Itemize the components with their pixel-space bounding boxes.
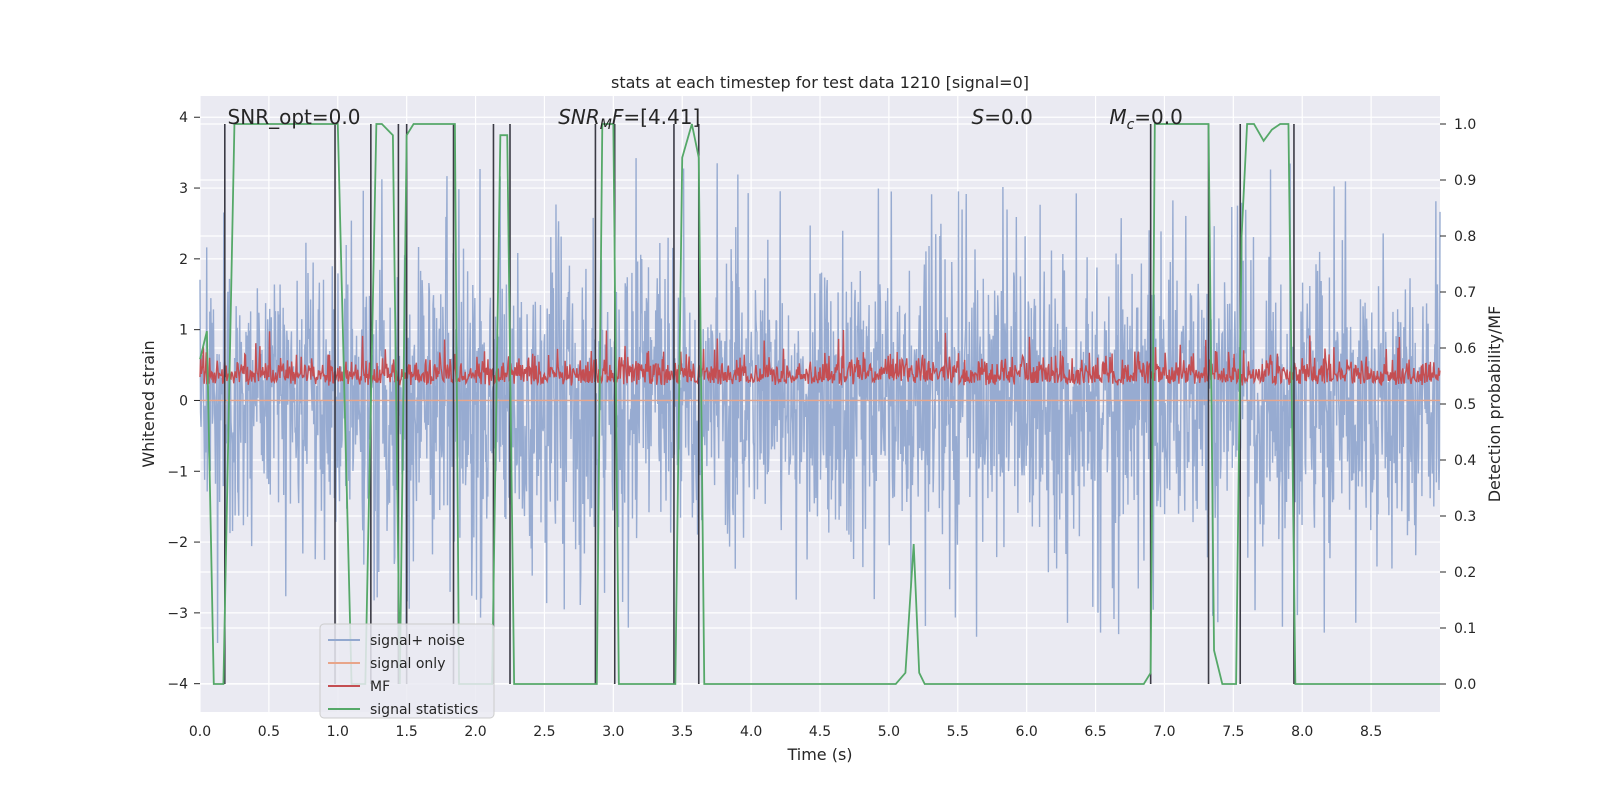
x-tick-label: 8.0 bbox=[1291, 724, 1313, 740]
x-tick-label: 7.5 bbox=[1222, 724, 1244, 740]
y-tick-label-left: 0 bbox=[179, 393, 188, 409]
legend-label: signal statistics bbox=[370, 702, 478, 718]
x-tick-label: 8.5 bbox=[1360, 724, 1382, 740]
y-tick-label-right: 0.2 bbox=[1454, 565, 1476, 581]
series-signal-statistics-line bbox=[199, 123, 1440, 685]
x-tick-label: 2.0 bbox=[464, 724, 486, 740]
legend-label: signal only bbox=[370, 656, 445, 672]
y-axis-label-left: Whitened strain bbox=[139, 340, 158, 467]
x-tick-label: 3.5 bbox=[671, 724, 693, 740]
y-tick-label-right: 0.5 bbox=[1454, 397, 1476, 413]
x-tick-label: 7.0 bbox=[1153, 724, 1175, 740]
annotation-s-value: S=0.0 bbox=[972, 105, 1033, 129]
x-tick-label: 6.5 bbox=[1084, 724, 1106, 740]
annotation-snr-mf: SNRMF=[4.41] bbox=[558, 105, 700, 133]
y-tick-label-left: 2 bbox=[179, 252, 188, 268]
x-tick-label: 0.5 bbox=[258, 724, 280, 740]
x-axis-label: Time (s) bbox=[786, 745, 852, 764]
y-tick-label-left: −2 bbox=[167, 535, 188, 551]
y-tick-label-left: 1 bbox=[179, 323, 188, 339]
legend-label: signal+ noise bbox=[370, 633, 465, 649]
x-tick-label: 1.5 bbox=[396, 724, 418, 740]
x-tick-label: 1.0 bbox=[327, 724, 349, 740]
legend-label: MF bbox=[370, 679, 390, 695]
series-signal-statistics bbox=[199, 123, 1440, 685]
y-tick-label-left: −1 bbox=[167, 464, 188, 480]
y-tick-label-right: 0.3 bbox=[1454, 509, 1476, 525]
y-tick-label-left: −3 bbox=[167, 606, 188, 622]
y-tick-label-right: 0.4 bbox=[1454, 453, 1476, 469]
annotations: SNR_opt=0.0 SNRMF=[4.41] S=0.0 Mc=0.0 bbox=[228, 105, 1183, 133]
legend-box bbox=[319, 623, 495, 719]
y-tick-label-right: 0.9 bbox=[1454, 173, 1476, 189]
x-tick-label: 4.5 bbox=[809, 724, 831, 740]
y-tick-label-right: 0.6 bbox=[1454, 341, 1476, 357]
y-tick-label-right: 1.0 bbox=[1454, 117, 1476, 133]
x-tick-label: 3.0 bbox=[602, 724, 624, 740]
y-axis-label-right: Detection probability/MF bbox=[1485, 306, 1504, 503]
x-tick-label: 6.0 bbox=[1016, 724, 1038, 740]
chart-title: stats at each timestep for test data 121… bbox=[611, 73, 1029, 92]
y-tick-label-right: 0.7 bbox=[1454, 285, 1476, 301]
y-tick-label-left: 3 bbox=[179, 181, 188, 197]
legend: signal+ noise signal only MF signal statist… bbox=[319, 623, 495, 719]
x-tick-label: 5.0 bbox=[878, 724, 900, 740]
y-tick-label-right: 0.0 bbox=[1454, 677, 1476, 693]
annotation-mc-value: Mc=0.0 bbox=[1109, 105, 1183, 133]
y-tick-label-left: 4 bbox=[179, 110, 188, 126]
x-tick-label: 5.5 bbox=[947, 724, 969, 740]
y-tick-label-right: 0.8 bbox=[1454, 229, 1476, 245]
axes-ticks: 0.0 0.5 1.0 1.5 2.0 2.5 3.0 3.5 4.0 4.5 5.0 5.5 6.0 6… bbox=[167, 110, 1476, 740]
x-tick-label: 0.0 bbox=[189, 724, 211, 740]
x-tick-label: 4.0 bbox=[740, 724, 762, 740]
y-tick-label-right: 0.1 bbox=[1454, 621, 1476, 637]
y-tick-label-left: −4 bbox=[167, 677, 188, 693]
x-tick-label: 2.5 bbox=[533, 724, 555, 740]
annotation-snr-opt: SNR_opt=0.0 bbox=[228, 105, 361, 129]
